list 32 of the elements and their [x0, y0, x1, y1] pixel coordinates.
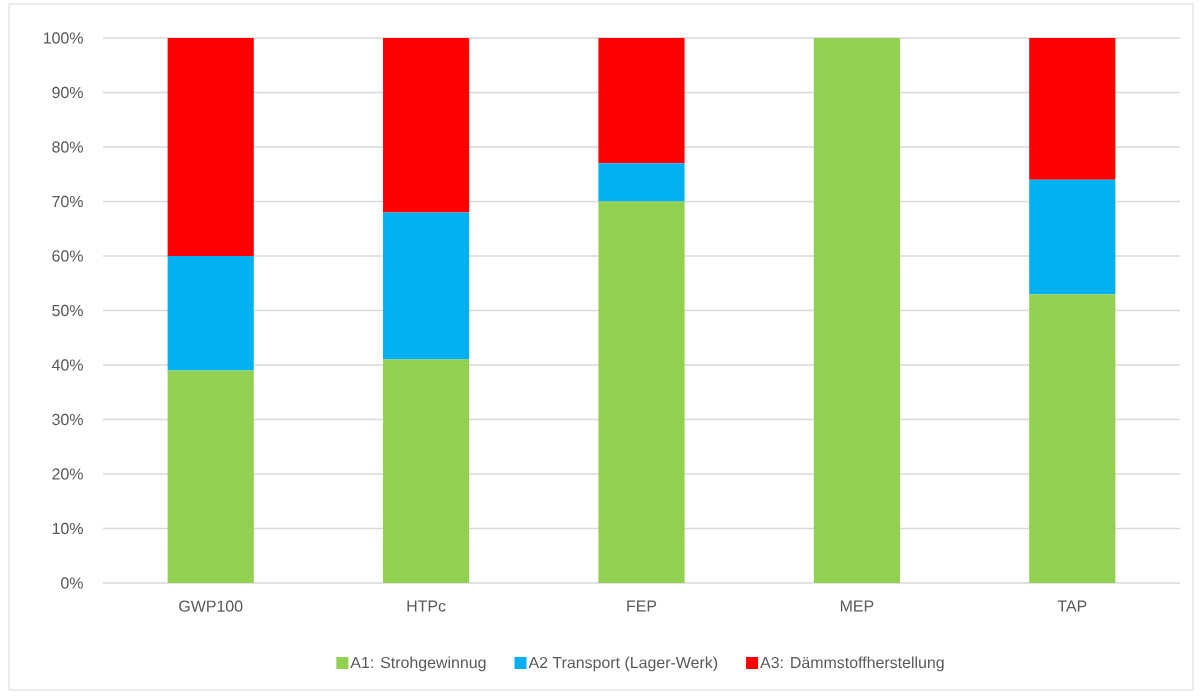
- x-tick-label: FEP: [627, 600, 657, 612]
- y-tick-label: 40%: [51, 359, 83, 371]
- bar: [167, 255, 254, 371]
- y-tick-label: 10%: [52, 522, 83, 535]
- bar: [167, 370, 254, 583]
- y-tick-label: 90%: [52, 86, 83, 99]
- bar: [1029, 294, 1116, 583]
- bar: [1029, 179, 1116, 295]
- y-tick-label: 50%: [52, 304, 83, 317]
- bar: [383, 212, 470, 360]
- y-tick-label: 100%: [43, 32, 83, 44]
- x-tick-label: TAP: [1057, 600, 1087, 612]
- y-tick-label: 20%: [52, 468, 83, 480]
- x-tick-label: MEP: [840, 600, 874, 612]
- legend-label: A3: Dämmstoffherstellung: [760, 656, 944, 672]
- bar: [383, 37, 470, 213]
- x-tick-label: HTPc: [407, 600, 446, 612]
- bar: [598, 163, 685, 202]
- x-tick-label: GWP100: [179, 600, 243, 612]
- legend-label: A1: Strohgewinnug: [350, 656, 486, 672]
- bar: [598, 201, 685, 583]
- bar: [383, 359, 470, 583]
- y-tick-label: 30%: [52, 413, 83, 426]
- y-tick-label: 0%: [61, 577, 83, 589]
- legend-label: A2 Transport (Lager-Werk): [528, 656, 718, 672]
- bar: [598, 37, 685, 164]
- y-tick-label: 80%: [52, 141, 83, 153]
- bar: [813, 37, 900, 583]
- y-tick-label: 60%: [52, 250, 83, 262]
- bar: [167, 37, 254, 256]
- bar: [1029, 37, 1116, 180]
- y-tick-label: 70%: [52, 195, 83, 208]
